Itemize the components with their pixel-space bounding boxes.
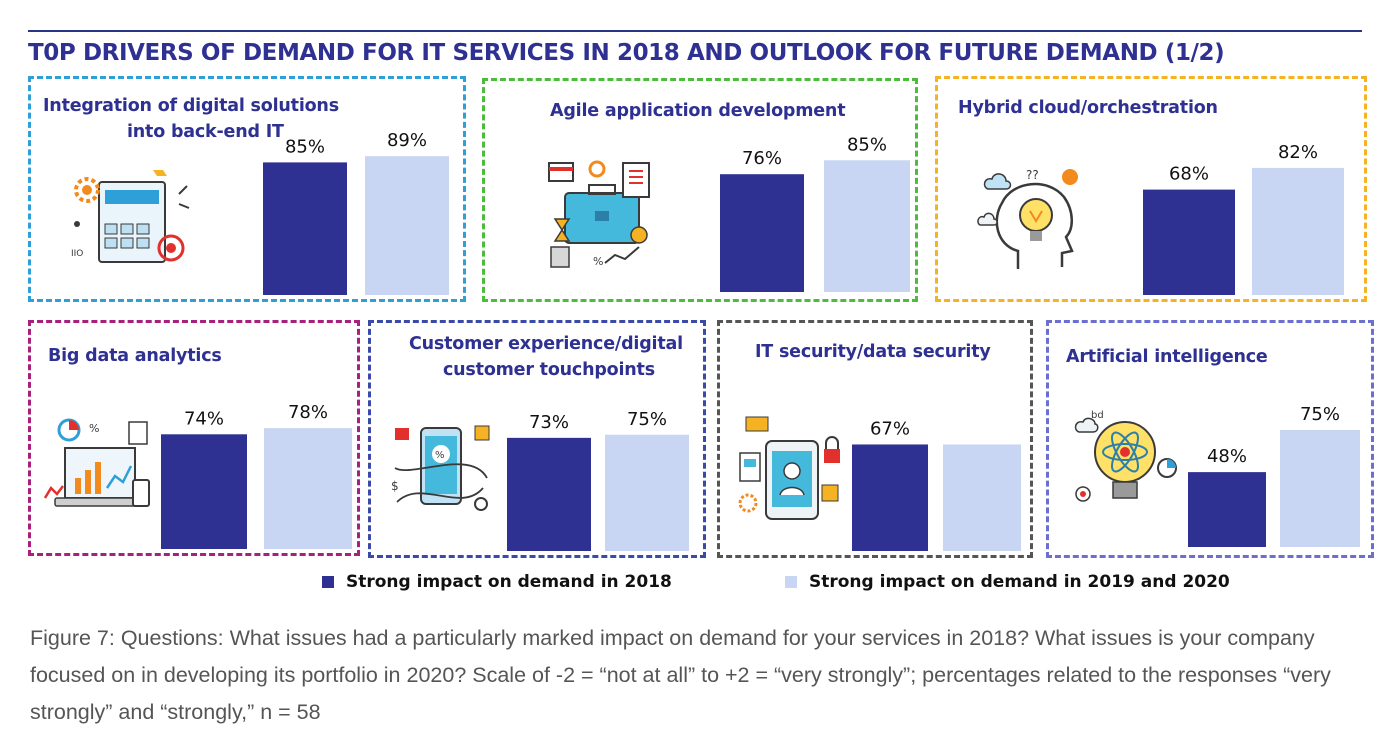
legend-item-2019-2020: Strong impact on demand in 2019 and 2020 bbox=[785, 572, 1230, 592]
chart-panel-1: Integration of digital solutions into bac… bbox=[28, 76, 466, 302]
bar-chart: 67% bbox=[852, 418, 1021, 551]
bar-2019-2020 bbox=[365, 156, 449, 295]
bar-2018 bbox=[507, 437, 591, 551]
legend-swatch-2018 bbox=[322, 576, 334, 588]
svg-text:bd: bd bbox=[1091, 410, 1104, 421]
panel-title-line: Agile application development bbox=[550, 101, 846, 121]
bar-chart: 85% 89% bbox=[263, 130, 449, 295]
value-label-2019-2020: 78% bbox=[288, 402, 328, 423]
atom-bulb-icon: bd bbox=[1074, 410, 1177, 502]
page-title: T0P DRIVERS OF DEMAND FOR IT SERVICES IN… bbox=[28, 40, 1225, 66]
chart-panel-6: IT security/data security 67% bbox=[717, 320, 1033, 558]
legend-label-2018: Strong impact on demand in 2018 bbox=[346, 572, 672, 592]
figure-caption: Figure 7: Questions: What issues had a p… bbox=[30, 626, 1331, 724]
top-rule bbox=[28, 30, 1362, 32]
secure-phone-icon bbox=[738, 416, 840, 520]
panel-title-line: Artificial intelligence bbox=[1066, 347, 1268, 367]
value-label-2019-2020: 75% bbox=[1300, 404, 1340, 425]
digital-integration-icon: IIO bbox=[71, 170, 190, 263]
svg-text:%: % bbox=[435, 450, 445, 461]
panel-title: Agile application development bbox=[550, 98, 846, 124]
bar-chart: 74% 78% bbox=[161, 402, 352, 549]
panel-title-line: Big data analytics bbox=[48, 346, 222, 366]
svg-text:$: $ bbox=[391, 479, 399, 493]
value-label-2019-2020: 85% bbox=[847, 134, 887, 155]
value-label-2019-2020: 89% bbox=[387, 130, 427, 151]
panel-title: Artificial intelligence bbox=[1066, 344, 1268, 370]
bar-2018 bbox=[161, 434, 247, 549]
chart-panel-2: Agile application development % 76% 85% bbox=[482, 78, 918, 302]
bar-2019-2020 bbox=[1252, 167, 1344, 295]
panel-title-line: IT security/data security bbox=[755, 342, 991, 362]
panel-title-line: Customer experience/digital bbox=[409, 334, 683, 354]
legend-swatch-2019-2020 bbox=[785, 576, 797, 588]
svg-text:IIO: IIO bbox=[71, 249, 83, 259]
panel-title: Integration of digital solutions into bac… bbox=[43, 93, 339, 145]
panel-title-line: Hybrid cloud/orchestration bbox=[958, 98, 1218, 118]
panel-title: Customer experience/digital customer touc… bbox=[409, 331, 683, 383]
value-label-2018: 76% bbox=[742, 148, 782, 169]
chart-panel-5: Customer experience/digital customer touc… bbox=[368, 320, 706, 558]
panel-title-line: customer touchpoints bbox=[443, 360, 655, 380]
head-lightbulb-icon: ?? bbox=[977, 168, 1078, 269]
svg-text:%: % bbox=[89, 422, 99, 435]
bar-2019-2020 bbox=[824, 160, 910, 292]
bar-chart: 73% 75% bbox=[507, 409, 689, 551]
bar-2018 bbox=[1188, 472, 1266, 547]
bar-chart: 76% 85% bbox=[720, 134, 910, 292]
analytics-devices-icon: % bbox=[43, 418, 150, 507]
panel-title-line: Integration of digital solutions bbox=[43, 96, 339, 116]
value-label-2018: 74% bbox=[184, 408, 224, 429]
panel-title: Big data analytics bbox=[48, 343, 222, 369]
chart-panel-4: Big data analytics % 74% 78% bbox=[28, 320, 360, 556]
value-label-2019-2020: 75% bbox=[627, 409, 667, 430]
panel-title: IT security/data security bbox=[755, 339, 991, 365]
bar-2019-2020 bbox=[943, 444, 1021, 551]
legend-label-2019-2020: Strong impact on demand in 2019 and 2020 bbox=[809, 572, 1230, 592]
value-label-2018: 67% bbox=[870, 418, 910, 439]
briefcase-icon: % bbox=[548, 160, 650, 268]
legend: Strong impact on demand in 2018 Strong i… bbox=[0, 572, 1400, 602]
bar-2018 bbox=[852, 444, 928, 551]
bar-2018 bbox=[720, 174, 804, 292]
value-label-2018: 48% bbox=[1207, 446, 1247, 467]
value-label-2019-2020: 82% bbox=[1278, 142, 1318, 163]
chart-panel-3: Hybrid cloud/orchestration ?? 68% 82% bbox=[935, 76, 1367, 302]
bar-2018 bbox=[263, 162, 347, 295]
value-label-2018: 85% bbox=[285, 136, 325, 157]
bar-2019-2020 bbox=[605, 434, 689, 551]
bar-2018 bbox=[1143, 189, 1235, 295]
bar-2019-2020 bbox=[264, 428, 352, 549]
bar-2019-2020 bbox=[1280, 430, 1360, 547]
chart-panel-7: Artificial intelligence bd 48% 75% bbox=[1046, 320, 1374, 558]
svg-text:%: % bbox=[593, 255, 603, 268]
value-label-2018: 68% bbox=[1169, 164, 1209, 185]
svg-text:??: ?? bbox=[1026, 168, 1039, 182]
value-label-2018: 73% bbox=[529, 412, 569, 433]
bar-chart: 48% 75% bbox=[1188, 404, 1360, 547]
smartphone-icon: % $ bbox=[391, 425, 490, 511]
bar-chart: 68% 82% bbox=[1143, 142, 1344, 295]
legend-item-2018: Strong impact on demand in 2018 bbox=[322, 572, 672, 592]
panel-title: Hybrid cloud/orchestration bbox=[958, 95, 1218, 121]
panel-title-line: into back-end IT bbox=[127, 122, 284, 142]
